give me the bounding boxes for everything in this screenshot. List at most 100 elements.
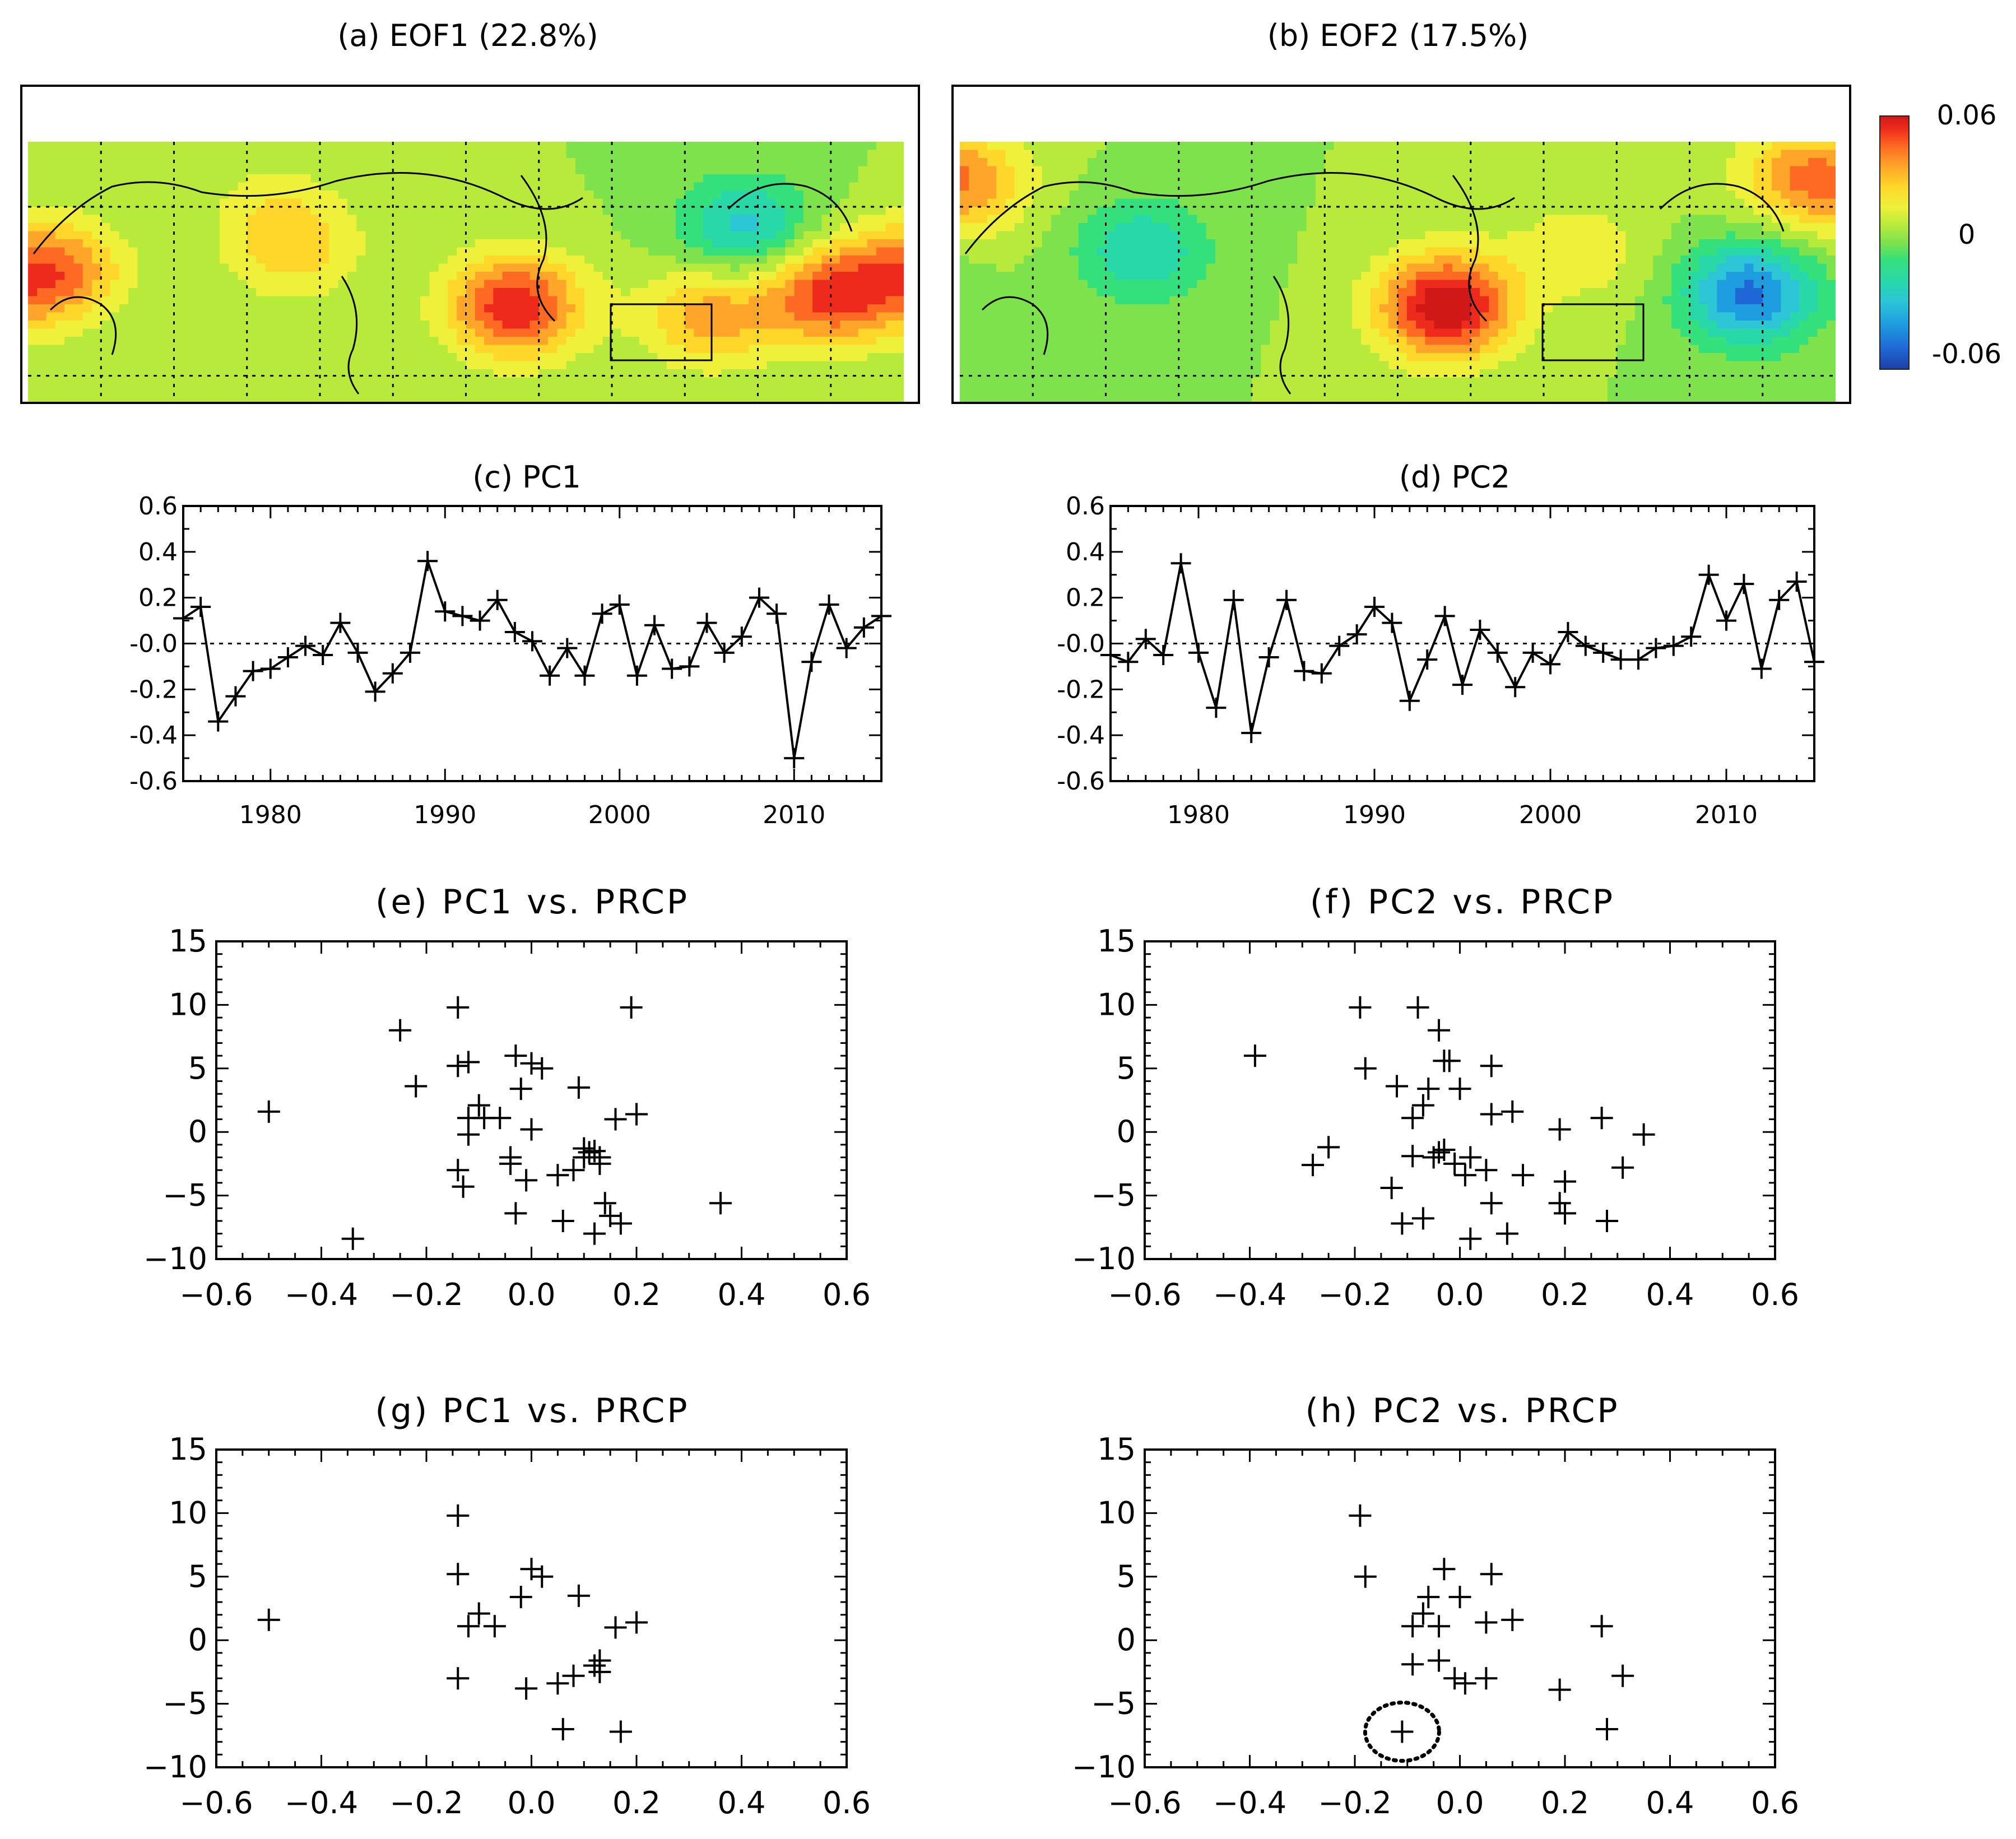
heat-cell — [1589, 231, 1599, 240]
heat-cell — [1799, 280, 1809, 289]
heat-cell — [119, 191, 129, 199]
heat-cell — [1105, 191, 1116, 199]
heat-cell — [292, 191, 303, 199]
heat-cell — [1215, 256, 1225, 264]
heat-cell — [73, 337, 83, 346]
heat-cell — [548, 353, 558, 362]
heat-cell — [1708, 239, 1718, 248]
heat-cell — [548, 239, 558, 248]
heat-cell — [1808, 272, 1818, 281]
heat-cell — [1461, 256, 1471, 264]
heat-cell — [1005, 215, 1015, 224]
heat-cell — [383, 207, 394, 216]
heat-cell — [310, 247, 320, 256]
heat-cell — [1416, 150, 1426, 159]
heat-cell — [1042, 150, 1052, 159]
heat-cell — [758, 280, 768, 289]
heat-cell — [548, 174, 558, 183]
heat-cell — [1416, 215, 1426, 224]
heat-cell — [1562, 223, 1572, 232]
heat-cell — [1516, 256, 1526, 264]
heat-cell — [1425, 231, 1435, 240]
heat-cell — [37, 256, 47, 264]
heat-cell — [767, 174, 777, 183]
heat-cell — [840, 353, 850, 362]
heat-cell — [429, 247, 439, 256]
heat-cell — [37, 150, 47, 159]
heat-cell — [584, 321, 594, 329]
heat-cell — [1662, 256, 1672, 264]
heat-cell — [648, 263, 658, 272]
heat-cell — [1370, 182, 1380, 191]
heat-cell — [356, 142, 366, 151]
heat-cell — [548, 377, 558, 386]
heat-cell — [1425, 272, 1435, 281]
heat-cell — [1097, 247, 1107, 256]
heat-cell — [292, 158, 303, 167]
heat-cell — [1708, 166, 1718, 175]
heat-cell — [502, 223, 512, 232]
heat-cell — [1261, 296, 1271, 305]
heat-cell — [283, 280, 293, 289]
heat-cell — [493, 353, 503, 362]
heat-cell — [1379, 150, 1390, 159]
heat-cell — [1598, 296, 1608, 305]
heat-cell — [1498, 174, 1508, 183]
heat-cell — [1060, 280, 1070, 289]
heat-cell — [484, 280, 494, 289]
heat-cell — [374, 353, 384, 362]
heat-cell — [402, 288, 412, 297]
heat-cell — [812, 312, 823, 321]
heat-cell — [521, 280, 531, 289]
heat-cell — [557, 345, 567, 354]
heat-cell — [429, 215, 439, 224]
heat-cell — [1206, 158, 1216, 167]
heat-cell — [447, 377, 458, 386]
heat-cell — [630, 174, 640, 183]
heat-cell — [557, 337, 567, 346]
heat-cell — [1571, 280, 1581, 289]
heat-cell — [639, 207, 649, 216]
heat-cell — [1288, 223, 1298, 232]
heat-cell — [730, 231, 740, 240]
heat-cell — [1744, 223, 1754, 232]
heat-cell — [1325, 272, 1335, 281]
heat-cell — [1388, 272, 1399, 281]
heat-cell — [447, 304, 458, 313]
heat-cell — [712, 150, 722, 159]
heat-cell — [960, 215, 970, 224]
heat-cell — [996, 223, 1006, 232]
heat-cell — [548, 142, 558, 151]
heat-cell — [529, 393, 540, 402]
heat-cell — [466, 304, 476, 313]
heat-cell — [374, 361, 384, 370]
heat-cell — [183, 321, 193, 329]
heat-cell — [1644, 191, 1654, 199]
heat-cell — [411, 223, 421, 232]
heat-cell — [1334, 182, 1344, 191]
heat-cell — [393, 337, 403, 346]
heat-cell — [612, 191, 622, 199]
heat-cell — [447, 272, 458, 281]
heat-cell — [1124, 198, 1134, 207]
heat-cell — [996, 272, 1006, 281]
heat-cell — [1370, 215, 1380, 224]
heat-cell — [64, 304, 75, 313]
heat-cell — [310, 393, 320, 402]
heat-cell — [987, 263, 997, 272]
heat-cell — [666, 239, 676, 248]
heat-cell — [821, 247, 832, 256]
heat-cell — [840, 296, 850, 305]
heat-cell — [1772, 272, 1782, 281]
heat-cell — [265, 231, 275, 240]
heat-cell — [739, 207, 750, 216]
heat-cell — [1799, 272, 1809, 281]
heat-cell — [1781, 256, 1791, 264]
heat-cell — [247, 182, 257, 191]
heat-cell — [1051, 207, 1061, 216]
heat-cell — [1288, 239, 1298, 248]
heat-cell — [155, 337, 166, 346]
heat-cell — [593, 223, 603, 232]
heat-cell — [484, 328, 494, 337]
heat-cell — [420, 231, 430, 240]
